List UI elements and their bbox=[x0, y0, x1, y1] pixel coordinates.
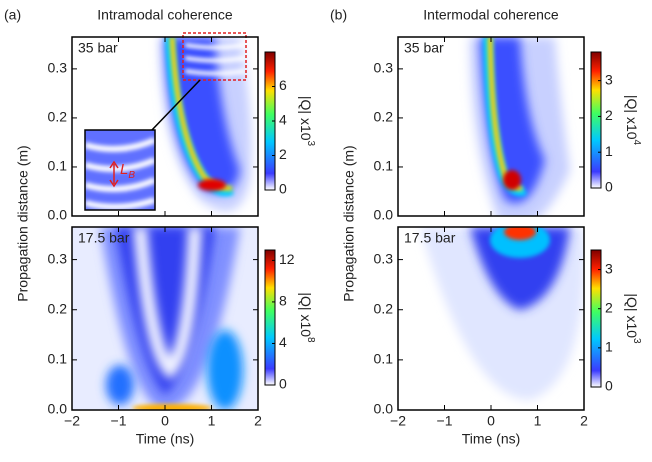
colorbar-label-exponent: 3 bbox=[305, 141, 316, 147]
y-tick-label: 0.1 bbox=[48, 158, 68, 174]
x-axis-label: Time (ns) bbox=[462, 431, 521, 447]
panel-label: (a) bbox=[4, 7, 21, 23]
annotation: 35 bar bbox=[404, 40, 444, 56]
y-tick-label: 0.1 bbox=[374, 158, 394, 174]
colorbar-label-text: |Q| x10 bbox=[624, 293, 640, 338]
colorbar-tick-label: 2 bbox=[605, 107, 613, 123]
colorbar bbox=[264, 249, 276, 386]
heatmap bbox=[72, 227, 258, 410]
y-tick-label: 0.3 bbox=[48, 250, 68, 266]
colorbar-label-exponent: 3 bbox=[631, 338, 642, 344]
colorbar-tick-label: 6 bbox=[279, 77, 287, 93]
colorbar-label: |Q| x104 bbox=[624, 95, 642, 146]
x-tick-label: 0 bbox=[487, 413, 495, 429]
y-tick-label: 0.1 bbox=[48, 351, 68, 367]
colorbar bbox=[590, 51, 602, 189]
panel-title: Intermodal coherence bbox=[423, 7, 559, 23]
x-tick-label: 1 bbox=[534, 413, 542, 429]
panel-title: Intramodal coherence bbox=[97, 7, 233, 23]
y-tick-label: 0.0 bbox=[374, 207, 394, 223]
zoom-line bbox=[149, 79, 201, 133]
colorbar-tick-label: 3 bbox=[605, 260, 613, 276]
x-tick-label: −1 bbox=[111, 413, 127, 429]
colorbar-tick-label: 8 bbox=[279, 293, 287, 309]
y-tick-label: 0.2 bbox=[48, 109, 68, 125]
y-axis-label: Propagation distance (m) bbox=[341, 145, 357, 301]
colorbar-tick-label: 1 bbox=[605, 143, 613, 159]
heatmap bbox=[160, 37, 252, 212]
colorbar-label-exponent: 8 bbox=[305, 337, 316, 343]
y-tick-label: 0.0 bbox=[48, 207, 68, 223]
colorbar-tick-label: 1 bbox=[605, 339, 613, 355]
inset: LB bbox=[84, 129, 157, 211]
colorbar-tick-label: 0 bbox=[605, 378, 613, 394]
colorbar-tick-label: 2 bbox=[279, 146, 287, 162]
y-tick-label: 0.0 bbox=[48, 401, 68, 417]
y-tick-label: 0.2 bbox=[374, 300, 394, 316]
colorbar-tick-label: 0 bbox=[279, 181, 287, 197]
x-tick-label: 0 bbox=[161, 413, 169, 429]
colorbar-label: |Q| x103 bbox=[624, 293, 642, 344]
y-tick-label: 0.2 bbox=[48, 300, 68, 316]
x-tick-label: −2 bbox=[390, 413, 406, 429]
x-axis-label: Time (ns) bbox=[136, 431, 195, 447]
y-tick-label: 0.3 bbox=[48, 60, 68, 76]
panel-label: (b) bbox=[330, 7, 347, 23]
annotation: 17.5 bar bbox=[78, 230, 130, 246]
x-tick-label: 2 bbox=[580, 413, 588, 429]
colorbar-tick-label: 2 bbox=[605, 299, 613, 315]
heatmap bbox=[420, 227, 584, 400]
colorbar bbox=[590, 249, 602, 388]
y-tick-label: 0.0 bbox=[374, 401, 394, 417]
colorbar-label: |Q| x103 bbox=[298, 96, 316, 147]
colorbar-tick-label: 0 bbox=[279, 376, 287, 392]
y-tick-label: 0.3 bbox=[374, 60, 394, 76]
colorbar-label-text: |Q| x10 bbox=[298, 292, 314, 337]
colorbar-label-text: |Q| x10 bbox=[298, 96, 314, 141]
x-tick-label: 2 bbox=[254, 413, 262, 429]
x-tick-label: −2 bbox=[64, 413, 80, 429]
y-tick-label: 0.1 bbox=[374, 351, 394, 367]
zoom-box bbox=[182, 32, 247, 81]
annotation: 35 bar bbox=[78, 40, 118, 56]
y-tick-label: 0.2 bbox=[374, 109, 394, 125]
colorbar-label-exponent: 4 bbox=[631, 140, 642, 146]
x-tick-label: −1 bbox=[437, 413, 453, 429]
y-axis-label: Propagation distance (m) bbox=[15, 145, 31, 301]
annotation: 17.5 bar bbox=[404, 230, 456, 246]
inset-label: LB bbox=[120, 161, 135, 181]
colorbar-tick-label: 4 bbox=[279, 112, 287, 128]
y-tick-label: 0.3 bbox=[374, 250, 394, 266]
colorbar-label: |Q| x108 bbox=[298, 292, 316, 343]
colorbar-tick-label: 4 bbox=[279, 334, 287, 350]
heatmap bbox=[470, 37, 570, 216]
colorbar-tick-label: 0 bbox=[605, 179, 613, 195]
x-tick-label: 1 bbox=[208, 413, 216, 429]
colorbar-label-text: |Q| x10 bbox=[624, 95, 640, 140]
colorbar-tick-label: 3 bbox=[605, 71, 613, 87]
colorbar-tick-label: 12 bbox=[279, 251, 295, 267]
